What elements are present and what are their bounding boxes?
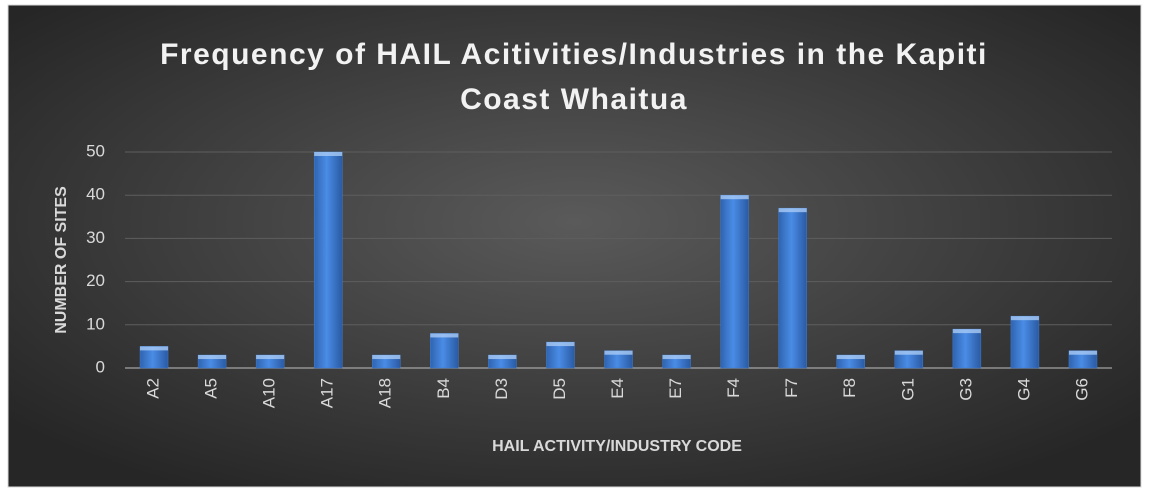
bar-bevel [894, 350, 923, 355]
bar [720, 194, 749, 369]
x-tick-label: F4 [724, 378, 743, 398]
x-axis-title: HAIL ACTIVITY/INDUSTRY CODE [492, 438, 742, 455]
x-tick-label: G6 [1072, 378, 1091, 401]
bar-bevel [836, 355, 865, 360]
x-tick-label: G3 [956, 378, 975, 401]
bar [430, 333, 459, 369]
bar [778, 207, 807, 369]
bar [952, 328, 982, 369]
bar [313, 151, 343, 369]
bar-bevel [662, 355, 691, 360]
x-tick-label: A18 [376, 378, 395, 408]
y-tick-label: 50 [86, 141, 105, 160]
x-tick-label: E7 [666, 378, 685, 399]
bar-bevel [1068, 350, 1097, 355]
x-tick-label: D3 [492, 378, 511, 400]
x-tick-label: G4 [1014, 378, 1033, 401]
bar-bevel [430, 333, 459, 338]
x-tick-label: A5 [202, 378, 221, 399]
bar-bevel [488, 355, 517, 360]
y-tick-label: 10 [86, 314, 105, 333]
y-axis-title: NUMBER OF SITES [53, 186, 70, 334]
bar-bevel [198, 355, 227, 360]
bar-bevel [778, 208, 807, 213]
bar-bevel [952, 329, 981, 334]
x-tick-label: B4 [434, 378, 453, 399]
chart-title: Frequency of HAIL Acitivities/Industries… [160, 38, 988, 116]
bar-bevel [314, 152, 343, 156]
y-tick-label: 40 [86, 185, 105, 204]
bar-bevel [546, 342, 575, 347]
bar-bevel [604, 350, 633, 355]
chart-background [7, 4, 1142, 488]
x-tick-label: F8 [840, 378, 859, 398]
x-tick-label: G1 [898, 378, 917, 401]
bar-bevel [720, 195, 749, 200]
y-tick-label: 20 [86, 271, 105, 290]
x-tick-label: A10 [260, 378, 279, 408]
x-tick-label: E4 [608, 378, 627, 399]
bar [546, 341, 575, 369]
bar [1010, 315, 1040, 369]
x-tick-label: A2 [144, 378, 163, 399]
x-tick-label: D5 [550, 378, 569, 400]
x-tick-label: A17 [318, 378, 337, 408]
bar-bevel [256, 355, 285, 360]
bar-bevel [1010, 316, 1039, 321]
x-tick-label: F7 [782, 378, 801, 398]
bar-bevel [140, 346, 169, 351]
bar-bevel [372, 355, 401, 360]
y-tick-label: 30 [86, 228, 105, 247]
y-tick-label: 0 [96, 357, 105, 376]
